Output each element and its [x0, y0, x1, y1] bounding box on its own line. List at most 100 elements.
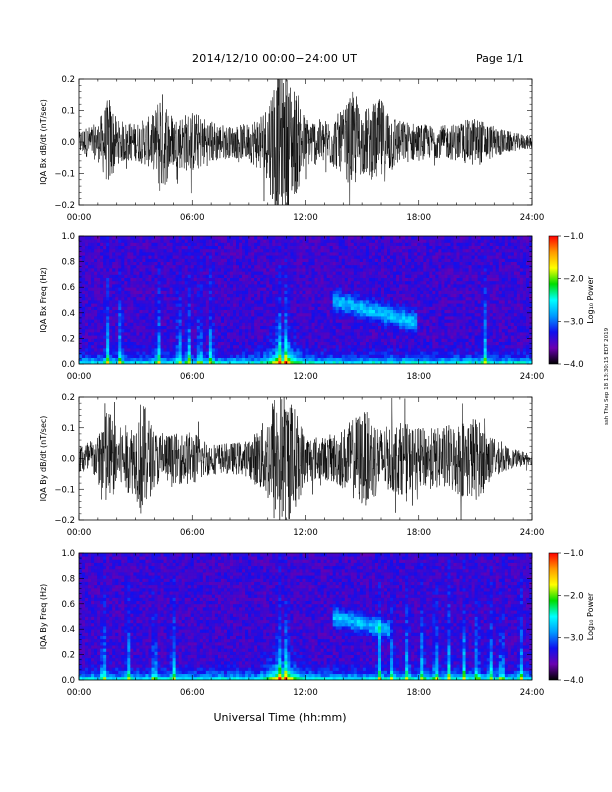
spectrogram-cell: [205, 316, 210, 320]
spectrogram-cell: [217, 348, 222, 352]
spectrogram-cell: [91, 277, 95, 282]
spectrogram-cell: [139, 354, 143, 358]
spectrogram-cell: [438, 287, 442, 291]
spectrogram-cell: [426, 277, 430, 282]
spectrogram-cell: [91, 268, 95, 272]
spectrogram-cell: [181, 274, 186, 278]
spectrogram-cell: [160, 290, 164, 294]
spectrogram-cell: [368, 328, 373, 333]
spectrogram-cell: [217, 319, 222, 323]
spectrogram-cell: [384, 293, 388, 298]
spectrogram-cell: [399, 280, 403, 285]
spectrogram-cell: [239, 277, 243, 282]
spectrogram-cell: [317, 284, 321, 288]
spectrogram-cell: [269, 306, 273, 310]
spectrogram-cell: [196, 284, 201, 288]
spectrogram-cell: [269, 300, 273, 304]
spectrogram-cell: [94, 261, 98, 266]
spectrogram-cell: [223, 348, 228, 352]
spectrogram-cell: [365, 338, 370, 342]
spectrogram-cell: [347, 248, 352, 253]
spectrogram-cell: [429, 264, 433, 269]
spectrogram-cell: [217, 264, 222, 269]
spectrogram-cell: [121, 306, 125, 310]
spectrogram-cell: [293, 357, 297, 362]
spectrogram-cell: [368, 274, 373, 278]
spectrogram-cell: [311, 312, 315, 317]
spectrogram-cell: [393, 325, 397, 330]
spectrogram-cell: [166, 309, 170, 314]
spectrogram-cell: [151, 280, 155, 285]
spectrogram-cell: [435, 328, 439, 333]
spectrogram-cell: [205, 287, 210, 291]
spectrogram-cell: [281, 296, 285, 301]
spectrogram-cell: [85, 335, 89, 339]
spectrogram-cell: [362, 312, 367, 317]
spectrogram-cell: [154, 316, 158, 320]
spectrogram-cell: [196, 274, 201, 278]
spectrogram-cell: [374, 287, 379, 291]
spectrogram-cell: [242, 248, 246, 253]
spectrogram-cell: [226, 268, 231, 272]
spectrogram-cell: [384, 280, 388, 285]
spectrogram-cell: [338, 261, 343, 266]
spectrogram-cell: [387, 348, 391, 352]
spectrogram-cell: [323, 245, 328, 250]
spectrogram-cell: [302, 351, 306, 355]
spectrogram-cell: [163, 303, 167, 307]
spectrogram-cell: [223, 335, 228, 339]
spectrogram-cell: [148, 332, 152, 336]
spectrogram-cell: [208, 293, 213, 298]
spectrogram-cell: [332, 360, 337, 364]
spectrogram-cell: [305, 239, 309, 243]
spectrogram-cell: [417, 252, 421, 256]
spectrogram-cell: [242, 335, 246, 339]
spectrogram-cell: [154, 239, 158, 243]
spectrogram-cell: [323, 287, 328, 291]
spectrogram-cell: [362, 242, 367, 246]
spectrogram-cell: [163, 268, 167, 272]
spectrogram-cell: [377, 296, 382, 301]
spectrogram-cell: [365, 274, 370, 278]
spectrogram-cell: [402, 284, 406, 288]
spectrogram-cell: [139, 341, 143, 346]
spectrogram-cell: [350, 338, 355, 342]
spectrogram-cell: [290, 344, 294, 349]
spectrogram-cell: [381, 284, 385, 288]
spectrogram-cell: [112, 309, 116, 314]
spectrogram-cell: [148, 245, 152, 250]
spectrogram-cell: [356, 242, 361, 246]
spectrogram-cell: [335, 290, 340, 294]
spectrogram-cell: [417, 325, 421, 330]
spectrogram-cell: [381, 344, 385, 349]
spectrogram-cell: [426, 335, 430, 339]
spectrogram-cell: [236, 300, 240, 304]
spectrogram-cell: [284, 300, 288, 304]
spectrogram-cell: [381, 348, 385, 352]
spectrogram-cell: [399, 242, 403, 246]
spectrogram-cell: [193, 309, 198, 314]
spectrogram-cell: [444, 268, 448, 272]
spectrogram-cell: [199, 296, 204, 301]
spectrogram-cell: [308, 248, 312, 253]
spectrogram-cell: [272, 360, 276, 364]
spectrogram-cell: [88, 341, 92, 346]
spectrogram-cell: [190, 255, 195, 259]
spectrogram-cell: [154, 348, 158, 352]
spectrogram-cell: [251, 312, 255, 317]
spectrogram-cell: [405, 252, 409, 256]
spectrogram-cell: [329, 296, 334, 301]
spectrogram-cell: [112, 322, 116, 326]
spectrogram-cell: [368, 351, 373, 355]
spectrogram-cell: [284, 348, 288, 352]
spectrogram-cell: [263, 255, 267, 259]
spectrogram-cell: [139, 322, 143, 326]
spectrogram-cell: [103, 312, 107, 317]
spectrogram-cell: [208, 344, 213, 349]
spectrogram-cell: [362, 306, 367, 310]
spectrogram-cell: [187, 284, 192, 288]
spectrogram-cell: [390, 338, 394, 342]
spectrogram-cell: [106, 293, 110, 298]
spectrogram-cell: [396, 287, 400, 291]
spectrogram-cell: [311, 277, 315, 282]
